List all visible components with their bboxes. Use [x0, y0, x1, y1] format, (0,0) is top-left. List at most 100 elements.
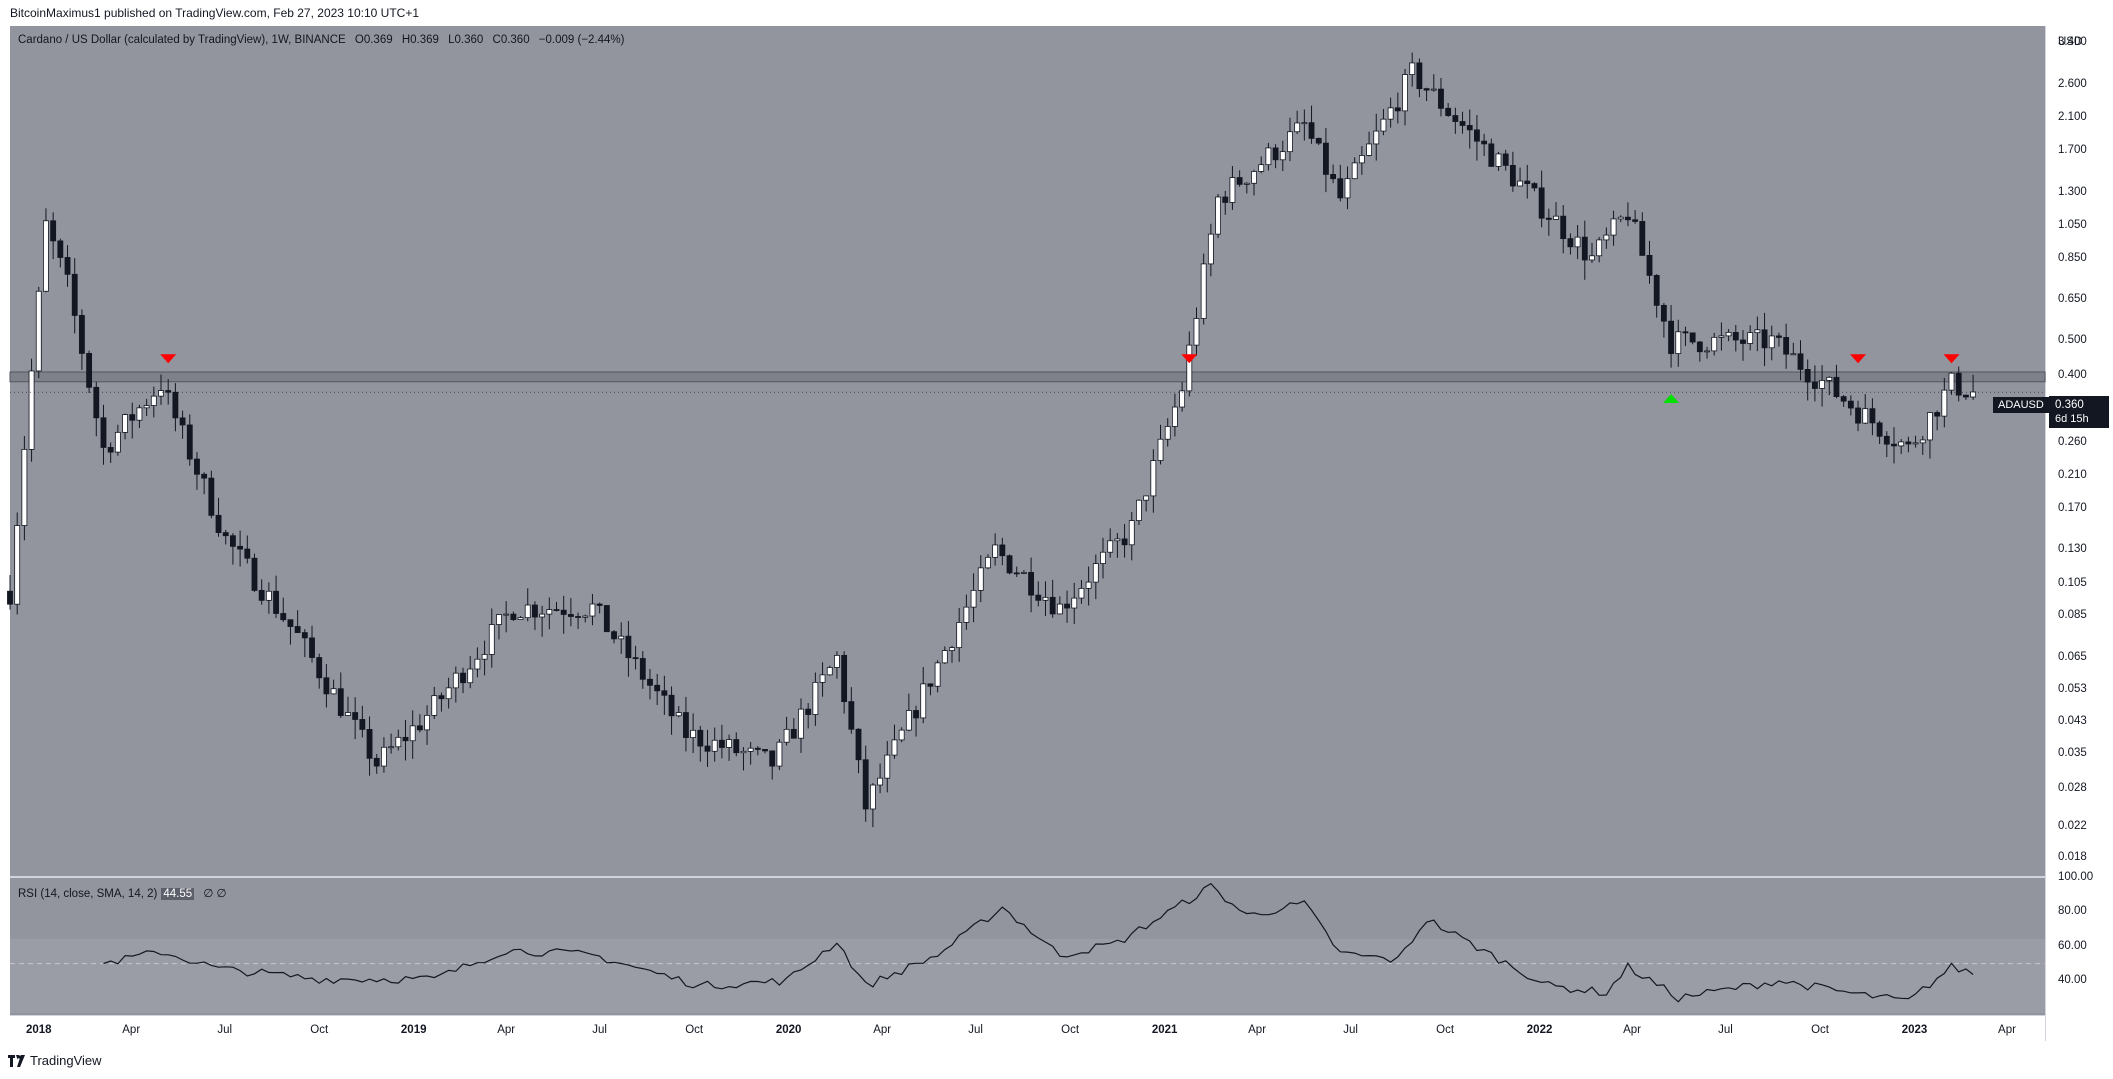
candle-body [603, 605, 610, 633]
candle-body [1625, 216, 1631, 221]
candle-body [114, 431, 121, 453]
publisher-info: BitcoinMaximus1 published on TradingView… [10, 6, 420, 20]
rsi-line [103, 882, 1974, 1003]
candle-body [86, 353, 93, 388]
open-value: 0.369 [363, 34, 393, 46]
price-tick-label: 0.170 [2058, 501, 2087, 514]
candle-body [1028, 572, 1035, 596]
candle-body [841, 654, 848, 703]
support-marker [1663, 393, 1680, 403]
candle-body [194, 458, 200, 475]
price-axis[interactable] [2045, 26, 2113, 1041]
candle-body [1006, 555, 1013, 574]
candle-body [647, 678, 653, 686]
candle-body [949, 647, 955, 651]
candle-body [632, 657, 639, 660]
candle-body [1229, 177, 1236, 203]
candle-body [1545, 217, 1552, 220]
candle-body [1660, 304, 1667, 322]
candle-body [122, 414, 128, 433]
candle-body [1589, 255, 1595, 261]
candle-body [381, 746, 387, 767]
candle-body [330, 688, 337, 695]
candle-body [1186, 344, 1193, 392]
candle-body [50, 220, 57, 242]
candle-body [1826, 376, 1833, 381]
candle-body [359, 719, 366, 730]
time-tick-label: Oct [1061, 1024, 1080, 1036]
candle-body [222, 532, 229, 537]
candle-body [445, 687, 452, 700]
candle-body [316, 657, 323, 679]
candle-body [1862, 408, 1869, 424]
resistance-marker [160, 354, 177, 364]
time-tick-label: Oct [1436, 1024, 1455, 1036]
candle-body [560, 609, 567, 615]
candle-body [1150, 460, 1157, 497]
candle-body [179, 417, 186, 426]
candle-body [754, 747, 761, 750]
time-axis[interactable] [10, 1015, 2045, 1042]
candle-body [43, 220, 49, 292]
price-tick-label: 0.085 [2058, 609, 2087, 622]
time-tick-label: 2021 [1151, 1024, 1178, 1036]
candle-body [21, 448, 28, 526]
candle-body [1869, 408, 1876, 424]
price-unit: USD [2058, 36, 2083, 48]
candle-body [1258, 164, 1265, 172]
candle-body [1200, 263, 1207, 319]
candle-body [1373, 130, 1380, 145]
candle-body [1330, 174, 1337, 180]
candle-body [1912, 442, 1919, 445]
candle-body [402, 736, 409, 742]
candle-body [1941, 389, 1948, 417]
candle-body [1797, 353, 1804, 370]
candle-body [1042, 596, 1049, 601]
candle-body [1294, 122, 1301, 133]
candle-body [1481, 140, 1488, 145]
candle-body [57, 240, 64, 258]
candle-body [683, 712, 689, 738]
candle-body [1502, 153, 1509, 166]
candle-body [1488, 143, 1495, 167]
candle-body [215, 514, 222, 533]
time-tick-label: Apr [873, 1024, 892, 1036]
candle-body [985, 556, 991, 569]
candle-body [460, 672, 466, 684]
candle-body [1811, 381, 1818, 389]
price-pane[interactable] [10, 26, 2045, 876]
rsi-pane[interactable] [10, 878, 2045, 1015]
tradingview-logo[interactable]: TradingView [8, 1053, 102, 1068]
candle-body [1819, 380, 1826, 389]
candle-body [668, 694, 675, 717]
tradingview-logo-icon [8, 1054, 25, 1067]
rsi-title[interactable]: RSI (14, close, SMA, 14, 2) [18, 888, 158, 900]
candle-body [1215, 196, 1221, 235]
candle-body [1301, 122, 1308, 125]
candle-body [1517, 180, 1523, 187]
candle-body [1337, 178, 1344, 199]
price-tick-label: 0.028 [2058, 782, 2087, 795]
candle-body [352, 712, 359, 720]
candle-body [258, 590, 265, 601]
candle-body [1164, 426, 1171, 440]
candle-body [747, 747, 754, 752]
low-label: L [448, 34, 455, 46]
candle-body [524, 604, 531, 619]
candle-body [1287, 131, 1293, 153]
candle-body [337, 688, 344, 716]
candle-body [265, 590, 272, 601]
candle-body [970, 589, 977, 608]
candle-body [913, 710, 919, 719]
symbol-title[interactable]: Cardano / US Dollar (calculated by Tradi… [18, 34, 346, 46]
pane-separator[interactable] [10, 876, 2045, 878]
time-tick-label: 2023 [1901, 1024, 1928, 1036]
candle-body [869, 784, 876, 810]
candle-body [1114, 538, 1121, 542]
candle-body [1107, 540, 1114, 553]
candle-body [1020, 572, 1027, 574]
candle-body [1610, 218, 1617, 236]
candle-body [790, 728, 797, 739]
high-value: 0.369 [410, 34, 439, 46]
price-tick-label: 0.018 [2058, 850, 2087, 863]
